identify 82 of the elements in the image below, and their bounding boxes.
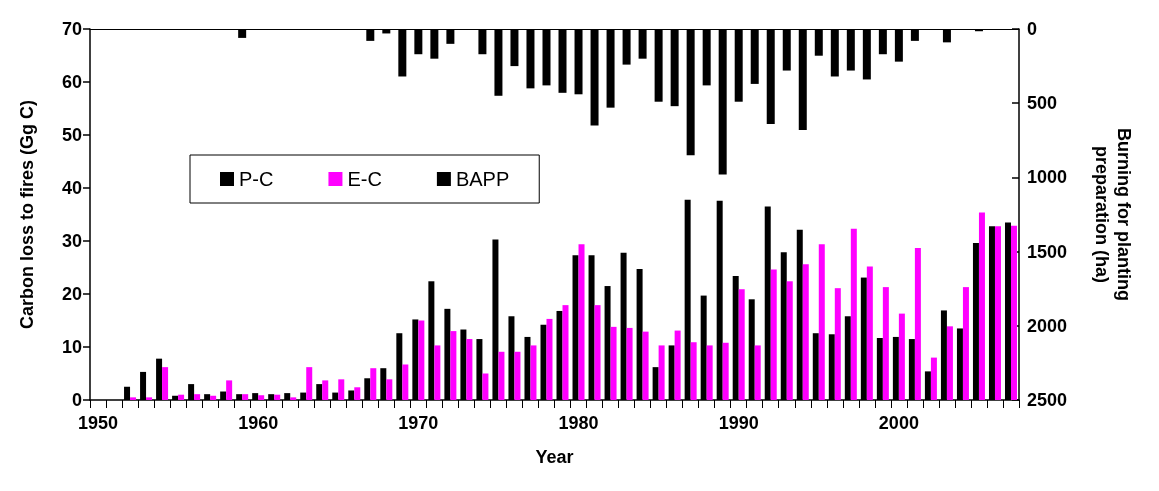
bar <box>402 364 409 400</box>
bar <box>866 266 873 400</box>
bar <box>514 351 521 400</box>
bar <box>946 326 953 400</box>
bar <box>1010 225 1017 400</box>
bar <box>882 287 889 400</box>
x-tick-label: 1970 <box>398 413 439 433</box>
x-tick-label: 1990 <box>718 413 759 433</box>
bar <box>370 368 377 400</box>
bar <box>226 380 233 400</box>
bar <box>498 351 505 400</box>
bar <box>914 247 921 400</box>
bar <box>706 345 713 400</box>
x-axis-title: Year <box>535 447 574 467</box>
bar <box>850 228 857 400</box>
bar <box>210 395 217 400</box>
bar <box>130 397 137 400</box>
y2-tick-label: 1500 <box>1027 241 1068 262</box>
bar <box>658 345 665 400</box>
x-tick-label: 1950 <box>77 413 119 433</box>
x-tick-label: 2000 <box>878 413 919 433</box>
bar <box>674 330 681 400</box>
y2-tick-label: 0 <box>1027 19 1038 39</box>
y2-tick-label: 500 <box>1027 93 1058 114</box>
bar <box>786 281 793 400</box>
bar <box>530 345 537 400</box>
y-tick-label: 70 <box>61 19 82 39</box>
y-axis-title: Carbon loss to fires (Gg C) <box>17 99 37 330</box>
bar <box>194 394 201 400</box>
bar <box>178 394 185 400</box>
bar <box>898 313 905 400</box>
bar <box>322 380 329 400</box>
x-tick-label: 1980 <box>558 413 599 433</box>
bar <box>738 289 745 400</box>
bar <box>418 320 425 400</box>
bar <box>546 318 553 400</box>
bar <box>434 345 441 400</box>
y2-tick-label: 2000 <box>1027 315 1068 336</box>
bar <box>626 327 633 400</box>
bar <box>386 379 393 400</box>
bar <box>482 373 489 400</box>
bar <box>802 264 809 400</box>
bar <box>754 345 761 400</box>
bar <box>450 331 457 400</box>
bar <box>354 387 361 400</box>
y-tick-label: 40 <box>61 178 82 198</box>
bar <box>594 305 601 400</box>
y-tick-label: 10 <box>61 337 82 357</box>
y-tick-label: 20 <box>61 284 82 304</box>
bar <box>162 367 169 400</box>
y2-tick-label: 1000 <box>1027 167 1068 188</box>
legend-label: E-C <box>347 168 382 190</box>
bar <box>146 397 153 400</box>
bar <box>690 342 697 400</box>
bar <box>834 288 841 400</box>
y2-axis-title: Burning for planting preparation (ha) <box>1092 128 1134 301</box>
y2-tick-label: 2500 <box>1027 390 1068 410</box>
bar <box>770 269 777 400</box>
bar <box>562 305 569 400</box>
y-tick-label: 30 <box>61 231 82 251</box>
bar <box>818 244 825 400</box>
x-tick-label: 1960 <box>238 413 279 433</box>
bar <box>994 226 1001 400</box>
bar <box>306 367 313 400</box>
bar <box>642 331 649 400</box>
legend-label: BAPP <box>455 168 510 190</box>
bar <box>338 379 345 400</box>
y-tick-label: 60 <box>61 72 82 92</box>
bar <box>466 339 473 400</box>
legend-label: P-C <box>239 168 274 190</box>
bar <box>930 357 937 400</box>
y-tick-label: 0 <box>71 390 82 410</box>
bar <box>978 212 985 400</box>
bar <box>610 326 617 400</box>
bar <box>722 342 729 400</box>
y-tick-label: 50 <box>61 125 82 145</box>
bar <box>242 394 249 400</box>
bar <box>274 394 281 400</box>
bar <box>962 287 969 400</box>
bar <box>258 395 265 400</box>
bar <box>578 244 585 400</box>
bar <box>290 397 297 400</box>
